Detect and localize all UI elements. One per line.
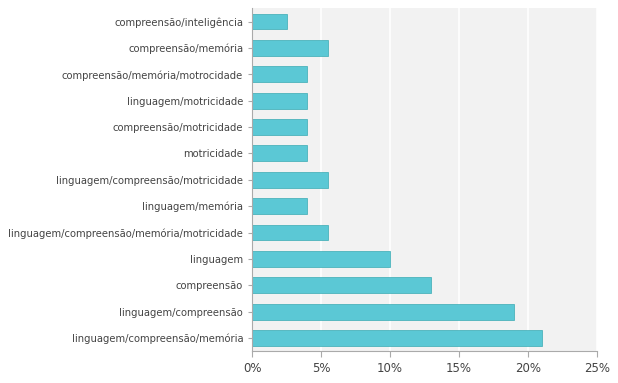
Bar: [252, 14, 287, 29]
Bar: [252, 277, 431, 293]
Bar: [252, 304, 514, 319]
Bar: [252, 251, 390, 267]
Bar: [252, 172, 328, 188]
Bar: [252, 330, 541, 346]
Bar: [252, 40, 328, 56]
Bar: [252, 66, 307, 82]
Bar: [252, 198, 307, 214]
Bar: [252, 119, 307, 135]
Bar: [252, 146, 307, 161]
Bar: [252, 225, 328, 241]
Bar: [252, 93, 307, 108]
